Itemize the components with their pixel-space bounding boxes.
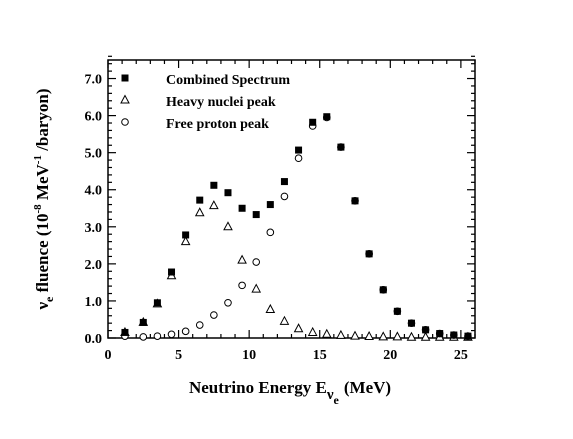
point-combined <box>153 299 161 307</box>
point-combined <box>168 268 176 276</box>
y-axis-title-e: e <box>42 296 56 302</box>
point-combined <box>393 307 401 315</box>
point-free-proton <box>224 298 232 307</box>
point-heavy-nuclei <box>307 326 318 336</box>
point-free-proton <box>294 154 303 163</box>
point-heavy-nuclei <box>237 254 247 264</box>
y-tick-label: 5.0 <box>85 147 103 162</box>
point-free-proton <box>266 228 275 237</box>
x-axis-title-e: e <box>334 393 340 407</box>
point-free-proton <box>153 332 162 340</box>
y-axis-title-exp1: -8 <box>32 204 44 214</box>
point-heavy-nuclei <box>392 331 403 341</box>
y-tick-label: 1.0 <box>85 295 103 310</box>
y-axis-title-mid: fluence (10 <box>33 214 52 297</box>
point-combined <box>266 201 274 209</box>
legend-label: Combined Spectrum <box>166 73 290 88</box>
point-heavy-nuclei <box>265 303 276 313</box>
x-tick-label: 0 <box>105 348 112 363</box>
y-axis-title-nu: ν <box>33 302 52 311</box>
point-combined <box>323 113 331 121</box>
point-heavy-nuclei <box>120 94 130 104</box>
y-tick-label: 2.0 <box>85 258 103 273</box>
point-free-proton <box>210 311 218 319</box>
x-tick-label: 15 <box>313 348 327 363</box>
x-axis-title: Neutrino Energy Eνe (MeV) <box>189 378 391 407</box>
y-tick-label: 0.0 <box>85 332 103 347</box>
point-free-proton <box>139 333 148 341</box>
legend-label: Free proton peak <box>166 117 269 132</box>
point-free-proton <box>181 327 190 336</box>
point-heavy-nuclei <box>223 221 233 231</box>
point-combined <box>351 197 359 205</box>
y-axis-title-mev: MeV <box>33 164 52 205</box>
point-combined <box>121 328 129 336</box>
point-combined <box>196 196 204 204</box>
y-tick-label: 3.0 <box>85 221 103 236</box>
legend-label: Heavy nuclei peak <box>166 95 276 110</box>
point-heavy-nuclei <box>406 331 417 341</box>
point-heavy-nuclei <box>180 236 191 246</box>
point-heavy-nuclei <box>364 330 374 341</box>
point-combined <box>238 204 246 212</box>
x-tick-label: 5 <box>175 348 182 363</box>
point-heavy-nuclei <box>321 328 332 338</box>
y-tick-label: 4.0 <box>85 184 103 199</box>
y-tick-label: 7.0 <box>85 73 103 88</box>
y-axis-title-exp2: -1 <box>32 155 44 164</box>
point-combined <box>121 74 129 82</box>
point-free-proton <box>280 192 289 201</box>
point-combined <box>379 286 387 294</box>
point-free-proton <box>238 281 246 290</box>
series-0 <box>121 113 472 340</box>
x-axis-title-main: Neutrino Energy E <box>189 378 327 397</box>
point-heavy-nuclei <box>209 200 219 210</box>
point-combined <box>295 146 303 154</box>
point-free-proton <box>195 321 204 329</box>
point-free-proton <box>121 118 129 126</box>
x-axis-title-nu: ν <box>326 387 334 403</box>
x-axis-title-unit: (MeV) <box>344 378 391 397</box>
point-heavy-nuclei <box>420 331 431 341</box>
point-heavy-nuclei <box>293 323 304 333</box>
point-heavy-nuclei <box>336 329 346 339</box>
y-axis-title-end: /baryon) <box>33 88 52 155</box>
point-combined <box>450 331 458 339</box>
point-combined <box>252 211 260 219</box>
point-combined <box>224 189 232 197</box>
point-combined <box>182 231 190 239</box>
y-axis-title: νe fluence (10-8 MeV-1 /baryon) <box>32 88 56 310</box>
point-combined <box>464 332 472 340</box>
point-free-proton <box>167 330 176 339</box>
point-combined <box>280 178 288 186</box>
point-free-proton <box>252 258 261 266</box>
point-combined <box>309 118 317 126</box>
point-combined <box>337 143 345 151</box>
data-marks <box>120 113 473 341</box>
point-combined <box>422 326 430 334</box>
point-combined <box>365 250 373 258</box>
point-combined <box>436 330 444 338</box>
point-heavy-nuclei <box>251 283 262 293</box>
legend: Combined Spectrum Heavy nuclei peak Free p… <box>120 73 290 132</box>
x-tick-label: 10 <box>242 348 256 363</box>
point-heavy-nuclei <box>194 207 205 217</box>
x-tick-label: 20 <box>383 348 397 363</box>
point-heavy-nuclei <box>350 330 360 340</box>
point-combined <box>139 318 147 326</box>
x-tick-label: 25 <box>454 348 468 363</box>
point-heavy-nuclei <box>378 331 389 341</box>
axis-ticks: 0 5 10 15 20 25 0.0 1.0 2.0 3.0 4.0 5.0 6.0 7.0 <box>85 55 476 363</box>
point-heavy-nuclei <box>279 315 290 325</box>
plot-frame <box>107 59 476 339</box>
point-combined <box>210 181 218 189</box>
y-tick-label: 6.0 <box>85 110 103 125</box>
point-combined <box>407 319 415 327</box>
